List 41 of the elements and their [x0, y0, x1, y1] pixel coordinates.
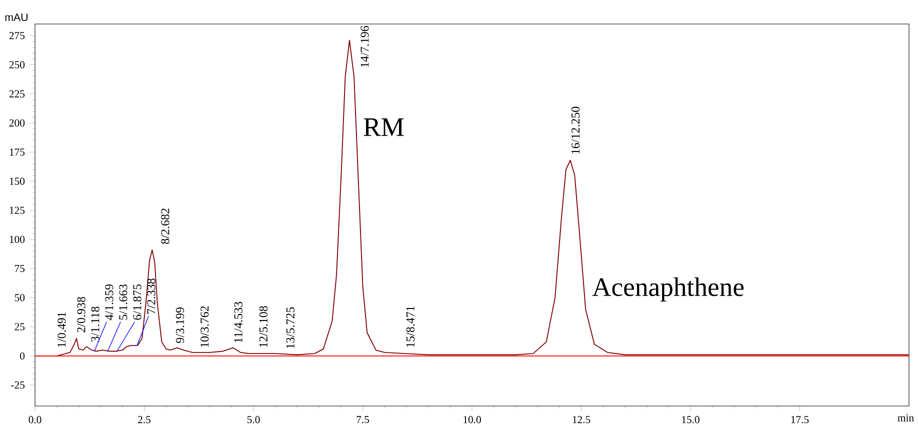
y-axis-title: mAU: [5, 14, 28, 22]
x-tick-label: 7.5: [356, 416, 370, 424]
annotation: 5/1.663: [119, 284, 128, 320]
annotation: 10/3.762: [200, 306, 209, 347]
annotation: RM: [364, 118, 404, 136]
x-tick-label: 5.0: [247, 416, 260, 424]
x-tick-label: 12.5: [572, 416, 590, 424]
x-tick-label: 17.5: [791, 416, 809, 424]
annotation: 14/7.196: [360, 26, 369, 67]
annotation: 8/2.682: [161, 208, 170, 244]
annotation: 4/1.359: [105, 284, 114, 320]
annotation: 2/0.938: [77, 296, 86, 332]
annotation: 6/1.875: [133, 284, 142, 320]
x-tick-label: 0.0: [28, 416, 42, 424]
annotation: 16/12.250: [571, 106, 580, 154]
y-tick-label: 25: [14, 323, 25, 330]
y-tick-label: 150: [10, 178, 25, 185]
y-tick-label: 275: [9, 32, 25, 40]
y-tick-label: 0: [20, 352, 25, 360]
y-tick-label: 200: [9, 119, 25, 127]
annotation: 12/5.108: [259, 306, 268, 347]
y-tick-label: 250: [9, 61, 25, 68]
y-tick-label: 175: [10, 148, 25, 156]
y-tick-label: 50: [14, 294, 25, 302]
x-tick-label: 2.5: [138, 416, 151, 424]
annotation: 13/5.725: [286, 307, 294, 348]
annotation: 1/0.491: [58, 312, 66, 347]
y-tick-label: 75: [15, 265, 25, 272]
annotation: Acenaphthene: [592, 277, 744, 302]
annotation: 7/2.338: [147, 278, 156, 314]
y-tick-label: 100: [10, 236, 25, 244]
y-tick-label: 225: [9, 90, 25, 98]
y-tick-label: 125: [10, 206, 25, 214]
annotation: 9/3.199: [176, 307, 184, 343]
y-tick-label: -25: [11, 381, 25, 389]
x-tick-label: 10.0: [464, 416, 481, 424]
x-axis-title: min: [898, 414, 914, 422]
annotation: 11/4.533: [234, 302, 242, 342]
x-tick-label: 15.0: [682, 416, 700, 424]
annotation: 3/1.118: [91, 306, 100, 342]
annotation: 15/8.471: [406, 306, 415, 347]
